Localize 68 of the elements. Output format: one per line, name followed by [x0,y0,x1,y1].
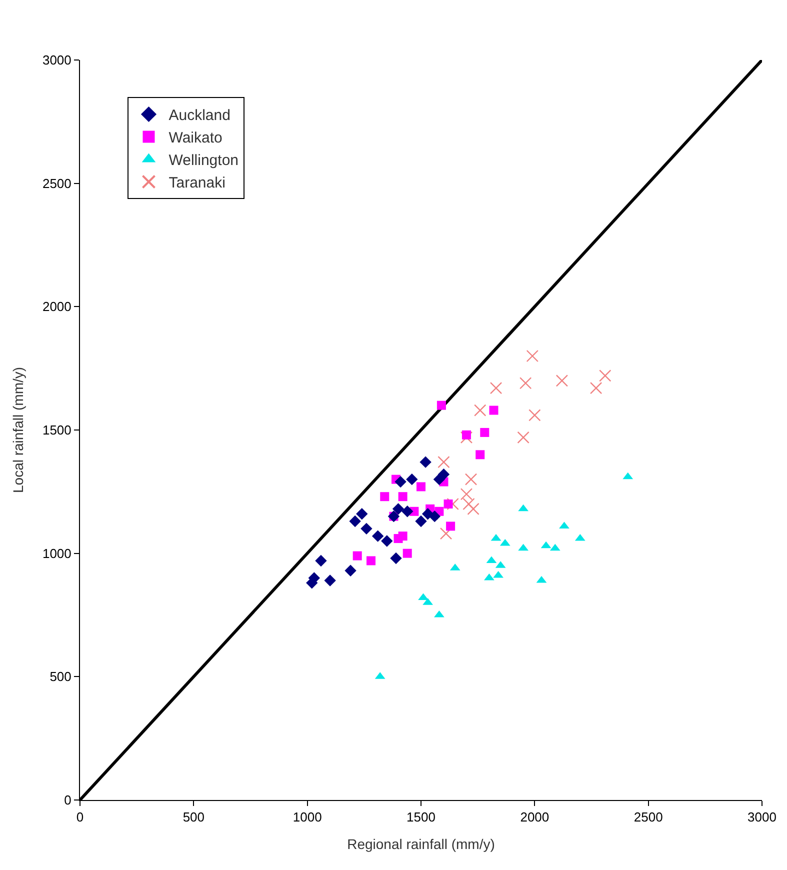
x-tick-label: 1500 [406,810,436,825]
point [518,544,528,551]
point [464,473,478,486]
point [344,564,356,576]
y-tick-label: 2000 [42,299,72,314]
point [415,515,427,528]
point [476,450,485,460]
point [315,554,327,567]
point [398,532,408,541]
point [402,548,412,558]
y-tick-label: 3000 [42,52,72,68]
point [390,552,402,564]
point [460,488,473,500]
legend-label: Wellington [168,152,239,170]
x-tick-label: 0 [76,810,84,825]
point [489,406,498,415]
point [381,535,393,547]
point [556,374,568,387]
point [392,503,404,515]
point [406,473,418,486]
y-tick-label: 0 [64,792,72,808]
point [467,502,480,516]
point [356,508,368,520]
point [480,428,490,437]
x-tick-label: 500 [182,810,205,825]
point [436,400,446,410]
legend-label: Taranaki [168,174,226,192]
x-tick-label: 3000 [748,810,776,825]
point [420,456,432,468]
point [517,431,530,444]
point [394,476,406,488]
point [590,382,602,394]
point [372,530,384,542]
point [360,522,372,535]
point [599,370,612,382]
point [438,468,450,480]
y-tick-label: 1000 [42,546,72,561]
point [416,482,426,492]
y-tick-label: 1500 [42,422,72,438]
y-tick-label: 2500 [42,176,72,191]
point [352,551,362,560]
point [402,506,414,518]
point [490,382,502,394]
point [519,377,532,390]
point [526,350,538,362]
point [440,528,452,540]
legend-label: Auckland [168,107,230,124]
point [518,504,528,512]
point [366,556,376,566]
y-axis-title: Local rainfall (mm/y) [10,366,26,494]
x-axis-title: Regional rainfall (mm/y) [347,836,495,852]
x-tick-label: 2000 [520,810,550,825]
point [474,404,486,416]
point [380,492,390,502]
point [349,515,361,528]
point [462,430,471,440]
point [428,510,440,522]
legend-label: Waikato [168,130,222,147]
point [438,456,450,468]
x-tick-label: 2500 [634,810,663,825]
point [462,498,475,510]
point [528,409,541,422]
x-tick-label: 1000 [292,810,322,825]
y-tick-label: 500 [50,669,72,684]
point [398,492,408,502]
point [446,522,456,531]
point [444,500,453,508]
point [324,574,336,586]
